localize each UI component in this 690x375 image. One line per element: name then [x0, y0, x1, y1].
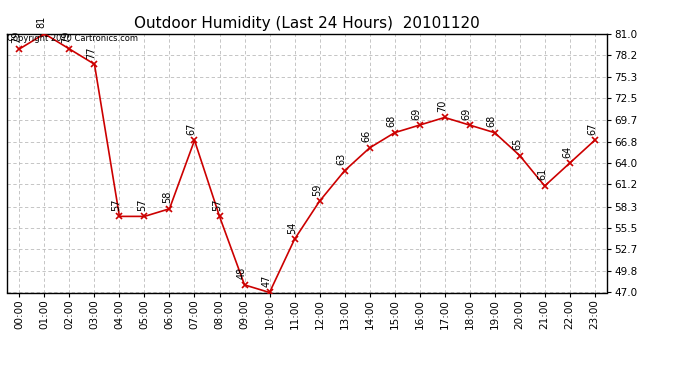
Text: 69: 69 — [412, 107, 422, 120]
Text: 70: 70 — [437, 99, 447, 112]
Text: 79: 79 — [61, 31, 72, 44]
Text: 57: 57 — [137, 198, 147, 211]
Text: 68: 68 — [487, 115, 497, 127]
Text: 54: 54 — [287, 221, 297, 234]
Text: 66: 66 — [362, 130, 372, 142]
Text: 57: 57 — [212, 198, 221, 211]
Text: 57: 57 — [112, 198, 121, 211]
Text: 61: 61 — [537, 168, 547, 180]
Text: 67: 67 — [587, 122, 597, 135]
Text: 81: 81 — [37, 16, 47, 28]
Title: Outdoor Humidity (Last 24 Hours)  20101120: Outdoor Humidity (Last 24 Hours) 2010112… — [134, 16, 480, 31]
Text: 79: 79 — [12, 31, 21, 44]
Text: 64: 64 — [562, 146, 572, 158]
Text: 65: 65 — [512, 138, 522, 150]
Text: 67: 67 — [187, 122, 197, 135]
Text: 63: 63 — [337, 153, 347, 165]
Text: 47: 47 — [262, 274, 272, 287]
Text: 58: 58 — [161, 191, 172, 203]
Text: 77: 77 — [87, 46, 97, 58]
Text: 48: 48 — [237, 267, 247, 279]
Text: 69: 69 — [462, 107, 472, 120]
Text: 68: 68 — [387, 115, 397, 127]
Text: 59: 59 — [312, 183, 322, 196]
Text: Copyright 2010 Cartronics.com: Copyright 2010 Cartronics.com — [7, 34, 138, 43]
